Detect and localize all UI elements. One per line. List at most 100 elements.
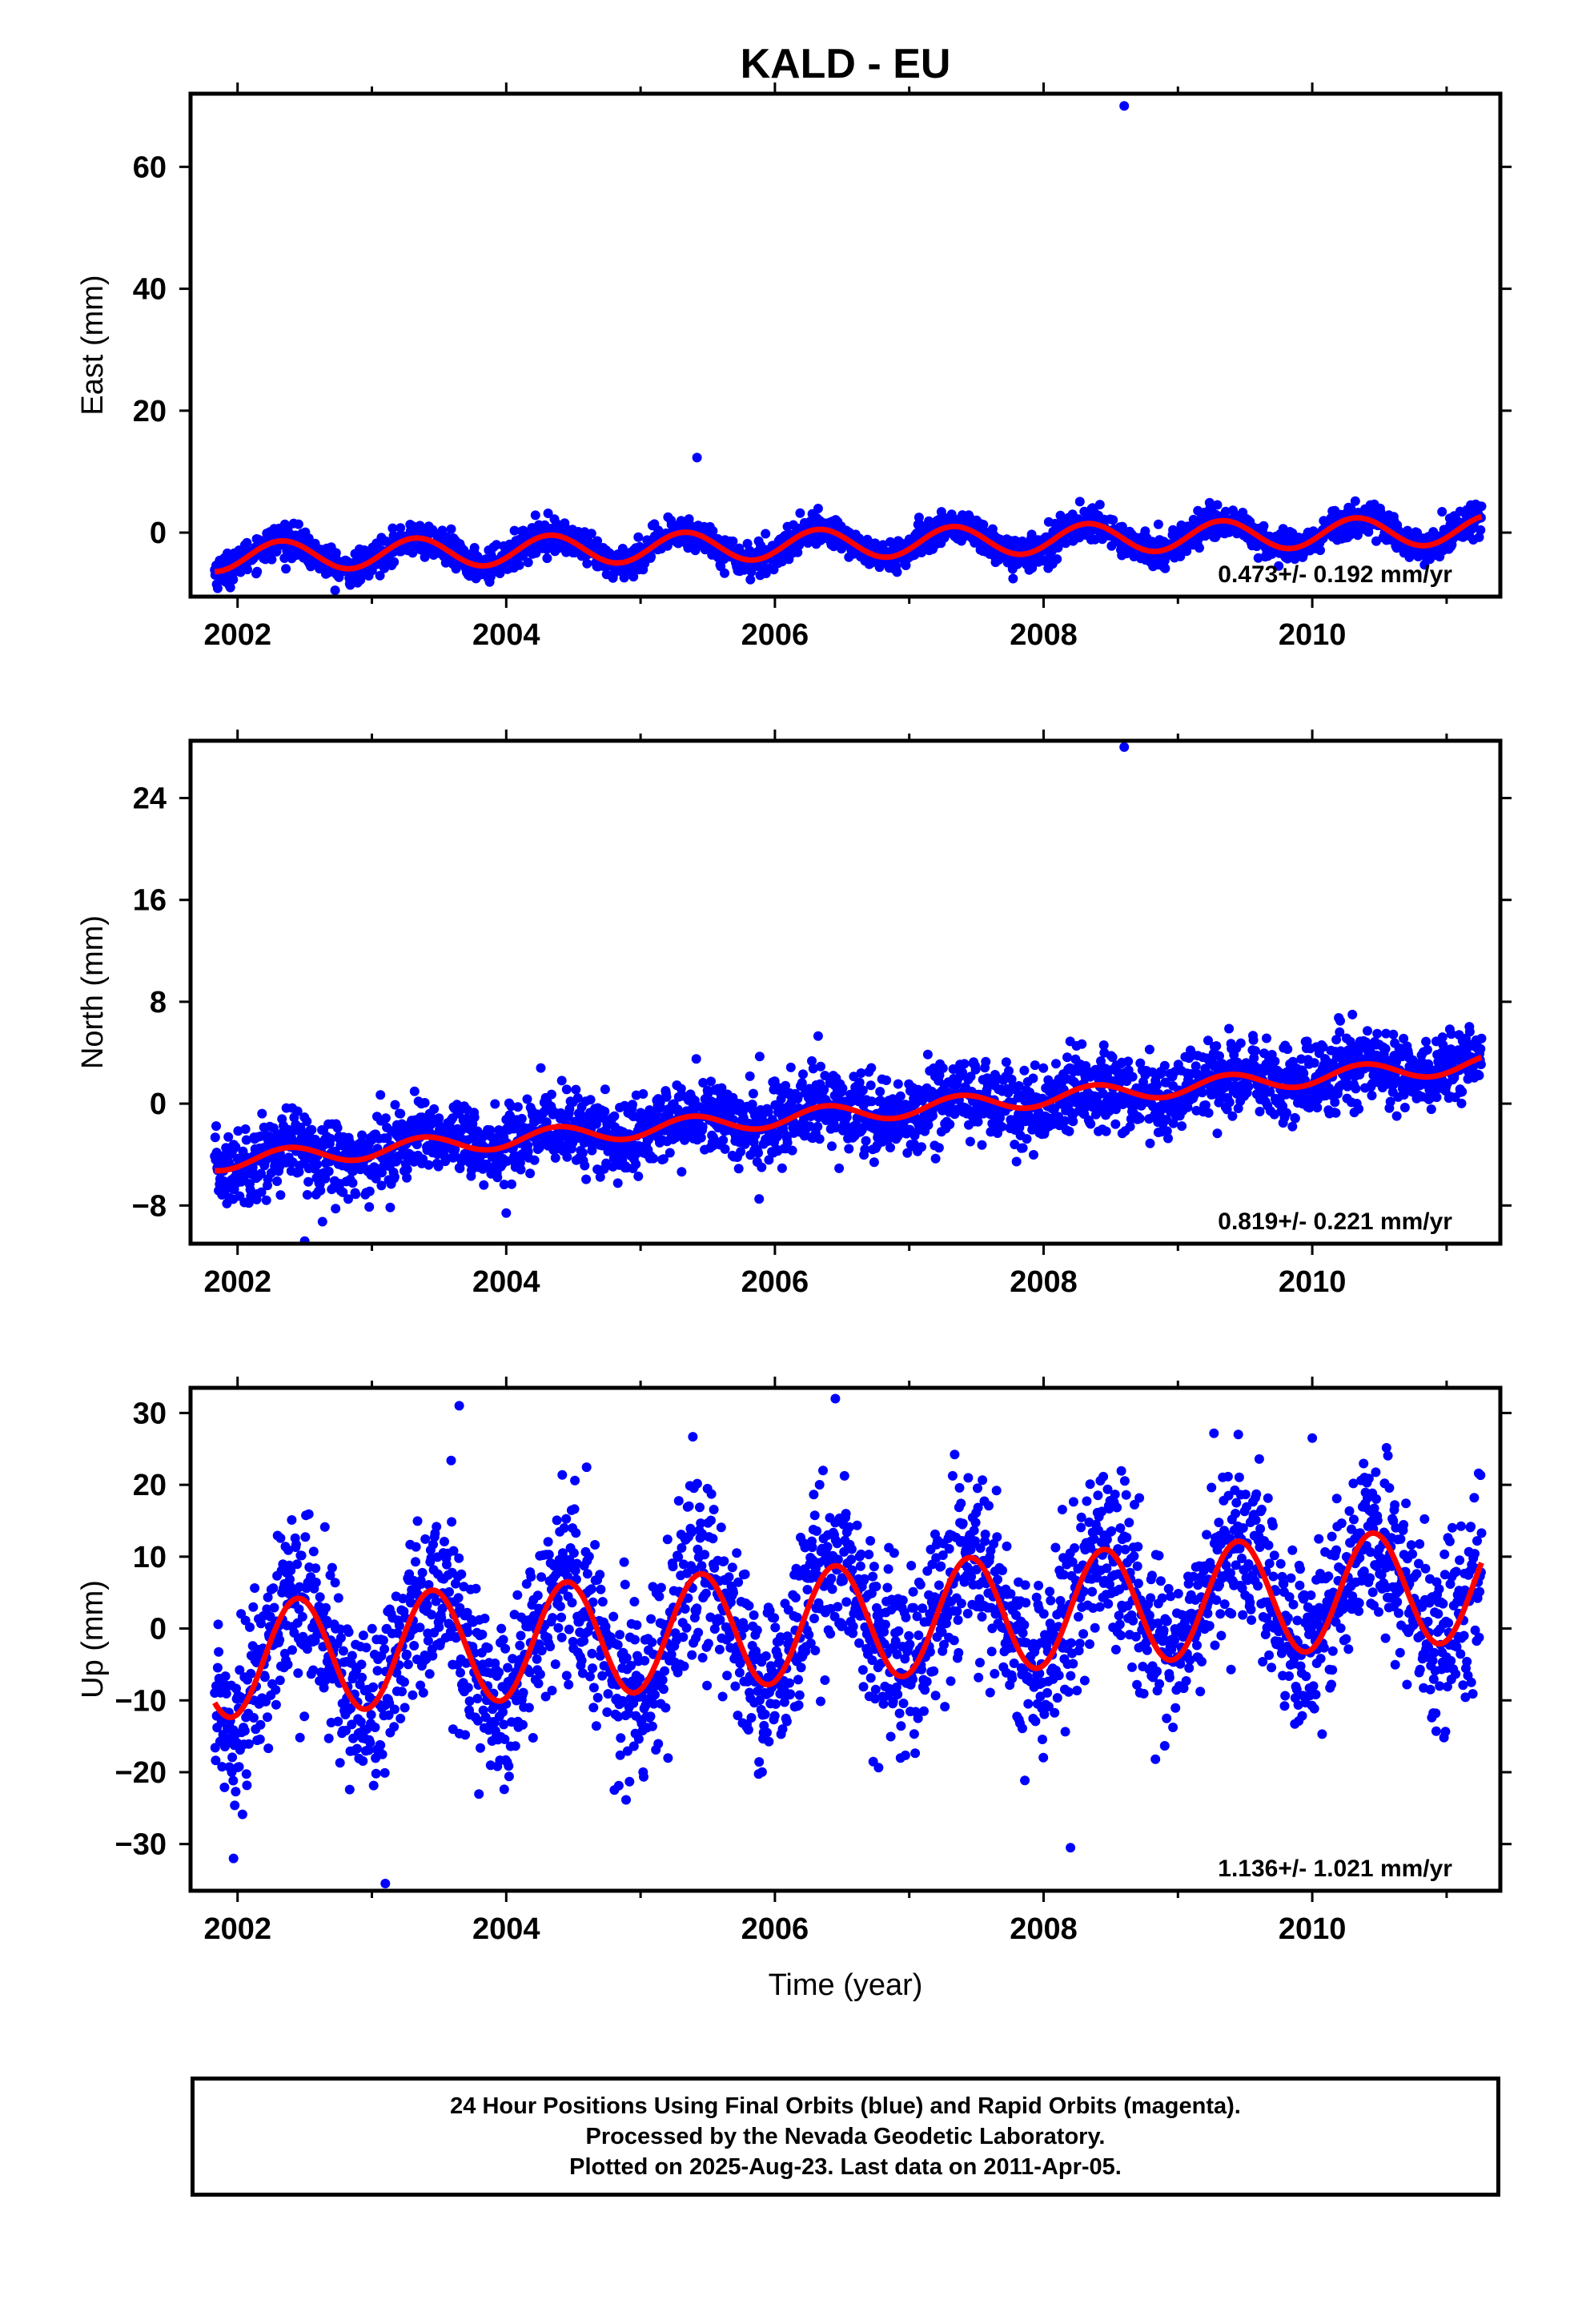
data-point <box>628 1100 637 1110</box>
data-point <box>267 554 277 565</box>
data-point <box>959 1059 970 1069</box>
data-point <box>345 580 355 590</box>
data-point <box>390 1100 400 1110</box>
data-point <box>857 1085 868 1096</box>
data-point <box>331 548 341 558</box>
data-point <box>934 1143 944 1153</box>
data-point <box>523 557 533 568</box>
data-point <box>1147 1067 1158 1077</box>
data-point <box>1029 1150 1038 1160</box>
data-point <box>389 557 400 567</box>
data-point <box>364 1202 375 1212</box>
data-point <box>241 1135 251 1145</box>
data-point <box>375 1090 386 1100</box>
data-point <box>433 1161 444 1172</box>
data-point <box>945 1120 955 1129</box>
data-point <box>860 1144 870 1155</box>
data-point <box>748 1088 758 1099</box>
data-point <box>364 1186 375 1196</box>
outlier-point <box>692 452 702 463</box>
data-point <box>281 564 291 574</box>
data-point <box>293 519 303 529</box>
data-point <box>1197 1088 1207 1098</box>
data-point <box>223 1132 234 1142</box>
data-point <box>261 1195 271 1205</box>
data-point <box>1064 1126 1074 1136</box>
data-point <box>546 1089 556 1100</box>
data-point <box>219 1176 229 1186</box>
data-point <box>917 1142 926 1152</box>
data-point <box>1110 1119 1121 1129</box>
data-point <box>587 1145 597 1156</box>
data-point <box>302 1190 312 1200</box>
data-point <box>928 1111 938 1121</box>
data-point <box>387 523 398 533</box>
data-point <box>1004 1066 1014 1076</box>
data-point <box>1354 1104 1364 1114</box>
data-point <box>697 1122 708 1132</box>
data-point <box>913 513 924 523</box>
data-point <box>1098 1088 1108 1099</box>
data-point <box>338 1187 348 1197</box>
data-point <box>1476 501 1487 512</box>
data-point <box>795 508 805 518</box>
data-point <box>1052 554 1062 565</box>
data-point <box>909 1139 919 1149</box>
data-point <box>347 1178 358 1188</box>
rate-annotation: 0.473+/- 0.192 mm/yr <box>1218 561 1452 588</box>
data-point <box>958 1068 968 1078</box>
data-point <box>317 1216 327 1227</box>
data-point <box>385 1202 396 1212</box>
data-point <box>1212 1128 1223 1139</box>
data-point <box>1098 1040 1109 1051</box>
data-point <box>1212 500 1223 510</box>
data-point <box>1318 1042 1328 1052</box>
data-point <box>808 1063 818 1074</box>
data-point <box>1157 1068 1167 1078</box>
data-point <box>970 1064 981 1075</box>
data-point <box>600 1084 610 1095</box>
data-point <box>787 1145 797 1156</box>
data-point <box>1243 1081 1254 1092</box>
data-point <box>585 1095 596 1105</box>
data-point <box>408 548 418 558</box>
data-point <box>424 1160 434 1170</box>
data-point <box>256 1168 266 1179</box>
data-point <box>380 1113 391 1124</box>
data-point <box>1160 563 1170 573</box>
data-point <box>376 1180 387 1191</box>
data-point <box>1215 1051 1224 1061</box>
data-point <box>814 1134 825 1144</box>
data-point <box>1351 1084 1361 1094</box>
data-point <box>834 1163 845 1173</box>
data-point <box>243 565 252 575</box>
data-point <box>556 1076 567 1086</box>
data-point <box>893 1079 903 1089</box>
data-point <box>1265 1087 1275 1097</box>
data-point <box>733 1164 744 1174</box>
data-point <box>1061 538 1071 549</box>
data-point <box>866 1063 877 1073</box>
data-point <box>1235 1038 1246 1048</box>
data-point <box>782 1137 793 1148</box>
data-point <box>677 1167 687 1177</box>
data-point <box>469 543 480 553</box>
data-point <box>1312 1103 1323 1113</box>
data-point <box>514 560 524 570</box>
data-point <box>665 1148 675 1158</box>
data-point <box>736 1147 746 1157</box>
data-point <box>844 1144 854 1154</box>
data-point <box>1127 1072 1138 1082</box>
data-point <box>777 1163 787 1173</box>
data-point <box>1086 1119 1096 1129</box>
data-point <box>434 1113 444 1124</box>
data-point <box>854 1077 865 1088</box>
data-point <box>1177 1121 1187 1132</box>
data-point <box>1014 1123 1025 1132</box>
data-point <box>1335 1027 1345 1037</box>
data-point <box>658 1154 669 1164</box>
data-point <box>516 1113 527 1124</box>
data-point <box>691 1054 701 1064</box>
data-point <box>981 1056 991 1067</box>
data-point <box>490 1099 500 1109</box>
